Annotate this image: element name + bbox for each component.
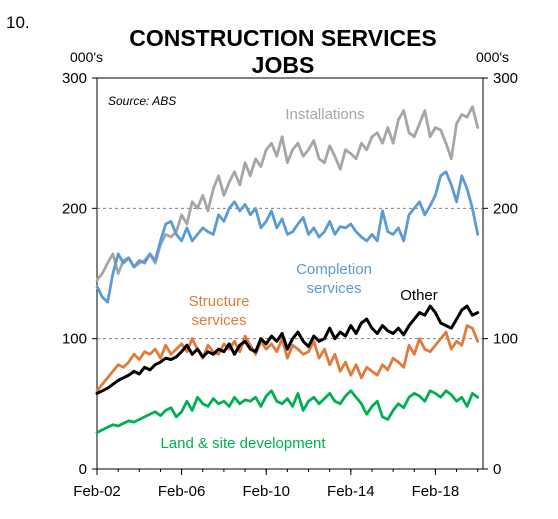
series-label-installations: Installations <box>285 106 364 123</box>
right-y-tick-label: 0 <box>493 461 501 478</box>
left-axis-unit: 000's <box>70 49 103 65</box>
gridlines <box>97 207 483 340</box>
x-tick-label: Feb-18 <box>412 483 460 500</box>
left-y-tick-label: 100 <box>62 331 87 348</box>
source-note: Source: ABS <box>108 94 176 108</box>
series-labels: Installations Completion services Structure… <box>160 106 437 452</box>
series-lines <box>95 105 480 434</box>
left-y-tick-label: 300 <box>62 70 87 87</box>
series-label-completion-services: Completion <box>296 261 372 278</box>
series-line-land-site-development <box>95 389 480 434</box>
right-y-tick-label: 200 <box>493 200 518 217</box>
series-label-other: Other <box>400 287 438 304</box>
plot-frame <box>96 77 484 470</box>
left-y-tick-label: 200 <box>62 200 87 217</box>
chart-title-line-1: CONSTRUCTION SERVICES <box>129 25 437 51</box>
axis-ticks: 0 0 100 100 200 200 300 300 Feb-02 Feb-06 Feb-10 Fe… <box>62 70 518 500</box>
series-label-land-site-development: Land & site development <box>160 435 326 452</box>
series-line-completion-services <box>95 170 480 304</box>
series-line-other <box>95 304 480 395</box>
series-label-completion-services: services <box>306 280 361 297</box>
series-label-structure-services: services <box>191 312 246 329</box>
series-line-installations <box>95 105 480 282</box>
series-line-structure-services <box>95 324 480 393</box>
x-tick-label: Feb-10 <box>242 483 290 500</box>
right-y-tick-label: 100 <box>493 331 518 348</box>
x-tick-label: Feb-02 <box>73 483 121 500</box>
figure-number: 10. <box>6 13 30 32</box>
right-axis-unit: 000's <box>476 49 509 65</box>
left-y-tick-label: 0 <box>79 461 87 478</box>
series-label-structure-services: Structure <box>189 293 250 310</box>
x-tick-label: Feb-06 <box>158 483 206 500</box>
chart-title-line-2: JOBS <box>252 52 315 78</box>
right-y-tick-label: 300 <box>493 70 518 87</box>
x-tick-label: Feb-14 <box>327 483 375 500</box>
